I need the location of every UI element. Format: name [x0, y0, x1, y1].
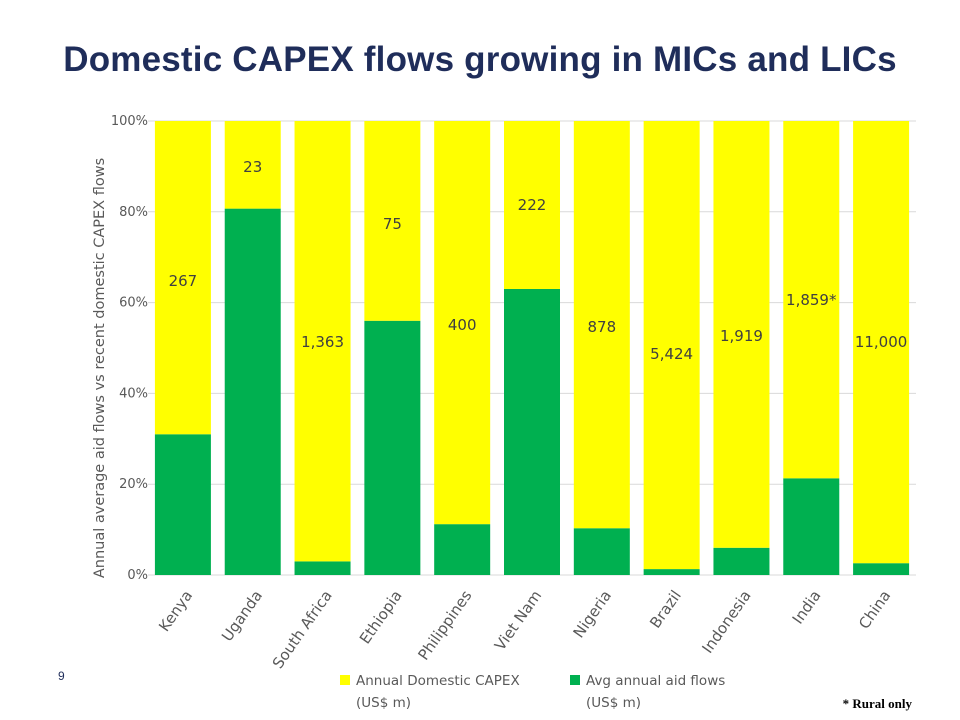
bar-capex-china [853, 121, 910, 564]
data-label: 1,859* [786, 291, 837, 309]
y-tick-label: 40% [119, 386, 148, 401]
y-tick-label: 0% [127, 568, 148, 583]
bar-aid-philippines [434, 524, 491, 575]
x-tick-label: Viet Nam [491, 587, 545, 654]
bar-aid-uganda [224, 208, 281, 575]
bar-aid-south-africa [294, 561, 351, 575]
bar-aid-nigeria [573, 528, 630, 575]
x-tick-label: Uganda [218, 587, 266, 645]
x-tick-label: South Africa [269, 587, 336, 672]
data-label: 23 [243, 158, 262, 176]
y-tick-label: 20% [119, 477, 148, 492]
bar-aid-ethiopia [364, 320, 421, 575]
bar-aid-viet-nam [504, 288, 560, 575]
x-tick-label: Ethiopia [356, 587, 406, 647]
legend-swatch [570, 675, 580, 685]
legend-label-unit: (US$ m) [586, 695, 641, 711]
chart-title: Domestic CAPEX flows growing in MICs and… [63, 40, 897, 79]
bar-capex-indonesia [713, 121, 770, 548]
legend-label: Avg annual aid flows [586, 673, 725, 689]
data-label: 878 [587, 318, 616, 336]
bar-aid-india [783, 478, 840, 575]
bar-aid-china [853, 563, 910, 575]
bar-capex-viet-nam [504, 121, 560, 289]
bar-capex-philippines [434, 121, 491, 525]
y-tick-label: 80% [119, 205, 148, 220]
bar-aid-indonesia [713, 547, 770, 575]
data-label: 222 [518, 196, 547, 214]
x-tick-label: India [789, 587, 825, 627]
legend-swatch [340, 675, 350, 685]
bar-capex-south-africa [294, 121, 351, 562]
y-tick-label: 60% [119, 296, 148, 311]
x-tick-label: Indonesia [698, 587, 754, 657]
data-label: 1,919 [720, 327, 763, 345]
data-label: 1,363 [301, 333, 344, 351]
x-tick-label: Kenya [155, 587, 196, 635]
data-label: 5,424 [650, 345, 693, 363]
x-tick-label: Nigeria [570, 587, 616, 641]
bar-capex-kenya [154, 121, 211, 435]
x-tick-label: China [855, 587, 894, 632]
bar-capex-nigeria [573, 121, 630, 529]
bar-capex-ethiopia [364, 121, 421, 321]
legend-label: Annual Domestic CAPEX [356, 673, 520, 689]
data-label: 267 [169, 272, 198, 290]
bars [154, 121, 910, 575]
bar-aid-kenya [154, 434, 211, 575]
data-label: 11,000 [855, 333, 908, 351]
data-label: 400 [448, 316, 477, 334]
bar-capex-brazil [643, 121, 700, 570]
bar-capex-india [783, 121, 840, 479]
bar-capex-uganda [224, 121, 281, 209]
x-tick-label: Brazil [646, 587, 685, 632]
y-tick-label: 100% [111, 114, 148, 129]
bar-aid-brazil [643, 569, 700, 575]
y-axis-title: Annual average aid flows vs recent domes… [92, 158, 108, 578]
footnote: * Rural only [842, 696, 912, 711]
x-tick-label: Philippines [414, 587, 475, 664]
data-label: 75 [383, 215, 402, 233]
legend-label-unit: (US$ m) [356, 695, 411, 711]
page-number: 9 [58, 669, 65, 683]
